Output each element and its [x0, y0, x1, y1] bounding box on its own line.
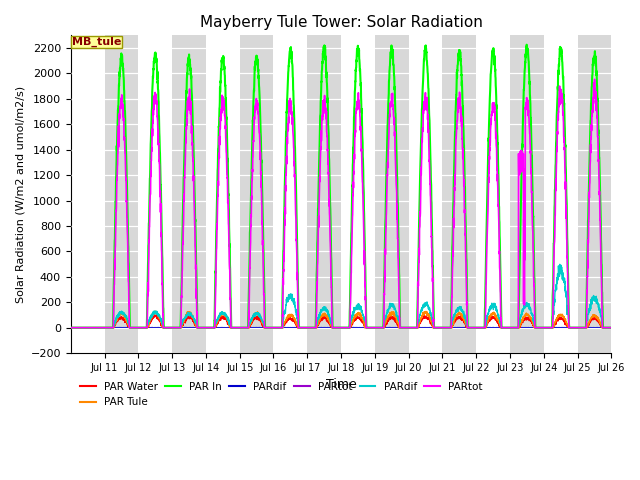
Bar [611, 36, 640, 353]
Bar [577, 36, 611, 353]
Bar [206, 36, 240, 353]
Title: Mayberry Tule Tower: Solar Radiation: Mayberry Tule Tower: Solar Radiation [200, 15, 483, 30]
Bar [307, 36, 341, 353]
Legend: PAR Water, PAR Tule, PAR In, PARdif, PARtot, PARdif, PARtot: PAR Water, PAR Tule, PAR In, PARdif, PAR… [76, 378, 487, 411]
Y-axis label: Solar Radiation (W/m2 and umol/m2/s): Solar Radiation (W/m2 and umol/m2/s) [15, 85, 25, 303]
Bar [240, 36, 273, 353]
Bar [510, 36, 544, 353]
Bar [442, 36, 476, 353]
Bar [138, 36, 172, 353]
Bar [273, 36, 307, 353]
Bar [375, 36, 408, 353]
Bar [408, 36, 442, 353]
Bar [71, 36, 104, 353]
Bar [172, 36, 206, 353]
Bar [341, 36, 375, 353]
Bar [104, 36, 138, 353]
X-axis label: Time: Time [326, 378, 356, 391]
Bar [544, 36, 577, 353]
Bar [476, 36, 510, 353]
